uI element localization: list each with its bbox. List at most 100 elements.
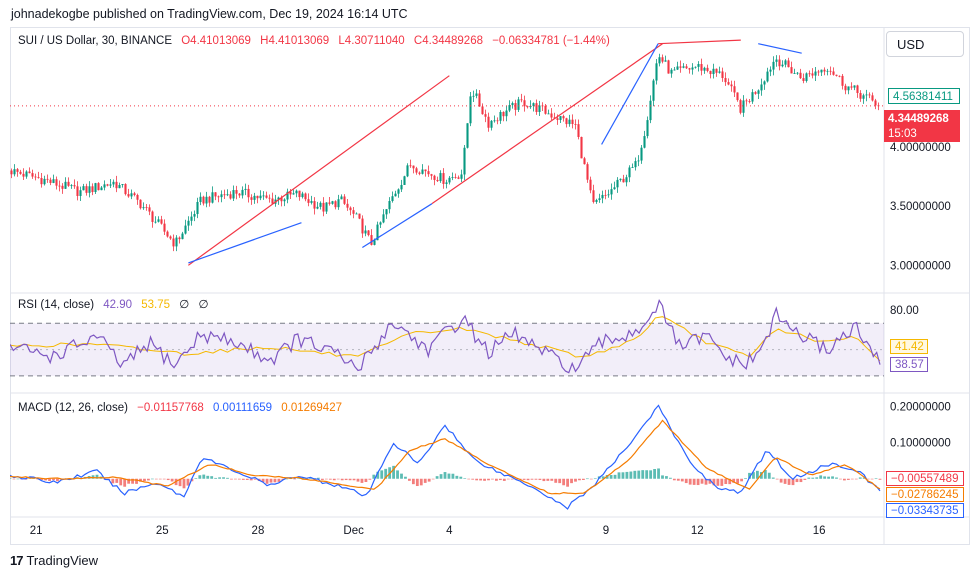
macd-histogram-bar [487,478,490,481]
candle [463,144,466,181]
macd-histogram-bar [823,476,827,479]
macd-histogram-bar [214,477,218,479]
candle [715,68,718,77]
candle-body [73,185,76,187]
candle-body [583,158,586,165]
candle [517,96,520,113]
macd-histogram-bar [843,478,846,481]
candle [10,168,13,179]
candle-body [85,186,88,193]
tradingview-logo[interactable]: 17 TradingView [10,553,98,568]
chart-canvas[interactable]: 3.00000000 3.50000000 4.00000000 80.00 0.1… [10,27,970,545]
candle [763,80,766,90]
candle [259,190,262,201]
candle-body [628,167,631,178]
candle-body [301,193,304,198]
macd-histogram-bar [839,478,842,480]
macd-histogram-bar [411,478,415,485]
price-tick-label: 3.00000000 [890,260,951,272]
macd-histogram-bar [787,478,791,485]
macd-hist-label: −0.00557489 [886,471,964,486]
candle-body [472,95,475,97]
candle [145,203,148,211]
candle-body [181,233,184,240]
macd-histogram-bar [10,478,12,479]
candle [136,193,139,205]
candle [220,190,223,203]
candle-body [709,70,712,75]
candle-body [166,231,169,237]
candle-body [46,178,49,180]
macd-histogram-bar [471,478,475,480]
macd-histogram-bar [324,478,328,480]
currency-button[interactable]: USD [886,31,964,57]
macd-histogram-bar [874,478,878,480]
candle-body [820,69,823,73]
candle [805,72,808,83]
candle-body [475,93,478,96]
candle-body [814,71,817,76]
macd-histogram-bar [285,478,289,480]
candle-body [733,86,736,93]
candle [43,175,46,186]
candle [604,189,607,200]
candle [28,167,31,174]
trend-line-red [658,39,741,45]
candle-body [850,86,853,88]
symbol-title[interactable]: SUI / US Dollar, 30, BINANCE [18,35,173,47]
candle-body [592,190,595,202]
candle [832,67,835,76]
candle [244,183,247,196]
candle [454,173,457,179]
candle-body [481,106,484,115]
macd-histogram-bar [439,474,443,479]
candle [328,196,331,206]
candle-body [94,183,97,192]
candle-body [676,66,679,70]
candle [295,189,298,198]
candle-body [469,96,472,124]
candle-body [673,69,676,71]
candle [424,169,427,177]
candle-body [406,165,409,177]
candle [472,90,475,102]
publish-info: johnadekogbe published on TradingView.co… [11,7,408,21]
candle-body [646,120,649,137]
candle-body [355,213,358,215]
candle-body [187,220,190,226]
macd-histogram-bar [162,478,166,480]
candle-body [34,176,37,178]
candle-body [664,60,667,62]
macd-histogram-bar [16,478,20,480]
macd-histogram-bar [261,478,265,483]
macd-title[interactable]: MACD (12, 26, close) [18,402,128,414]
candle [457,175,460,180]
candle-body [742,100,745,113]
candle [871,92,874,102]
macd-histogram-bar [143,478,146,482]
candle-body [337,199,340,208]
candle-body [589,179,592,191]
macd-histogram-bar [419,478,423,486]
candle [460,169,463,183]
candle-body [808,73,811,75]
macd-histogram-bar [194,478,198,479]
candle [793,68,796,74]
candle-body [769,69,772,72]
candle-body [262,195,265,197]
candle [322,197,325,217]
candle [754,91,757,95]
macd-histogram-bar [222,477,225,479]
candle [733,80,736,98]
candle [538,100,541,117]
macd-histogram-bar [360,478,364,483]
rsi-title[interactable]: RSI (14, close) [18,299,95,311]
candle [397,188,400,198]
candle [640,144,643,164]
candle [568,114,571,127]
candle [859,90,862,102]
macd-histogram-bar [562,478,566,486]
candle-body [223,194,226,196]
candle [820,69,823,76]
candle [580,136,583,159]
